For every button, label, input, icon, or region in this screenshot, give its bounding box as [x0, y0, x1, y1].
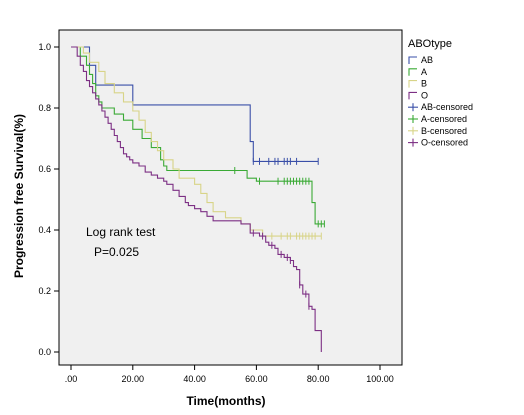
legend-entry: A-censored — [408, 114, 467, 124]
legend-entry: B-censored — [408, 126, 467, 136]
x-tick-label: 20.00 — [122, 374, 145, 384]
legend-label: B — [421, 79, 427, 89]
x-tick-label: 80.00 — [307, 374, 330, 384]
legend-swatch — [408, 68, 417, 76]
y-tick-label: 0.4 — [38, 225, 51, 235]
legend-title: ABOtype — [408, 38, 452, 50]
y-tick-label: 1.0 — [38, 42, 51, 52]
legend-swatch — [408, 80, 417, 88]
y-tick-label: 0.2 — [38, 286, 51, 296]
y-tick-label: 0.8 — [38, 103, 51, 113]
legend-label: A — [421, 67, 427, 77]
x-tick-label: 40.00 — [183, 374, 206, 384]
x-tick-label: 100.00 — [366, 374, 394, 384]
legend-entry: AB — [408, 55, 433, 65]
y-tick-label: 0.6 — [38, 164, 51, 174]
legend-label: O — [421, 90, 428, 100]
legend-entry: A — [408, 67, 427, 77]
series-line-a — [71, 46, 325, 225]
annotation-line-1: Log rank test — [86, 225, 156, 239]
legend-label: O-censored — [421, 138, 468, 148]
series-line-b — [71, 46, 322, 237]
x-tick-label: 60.00 — [245, 374, 268, 384]
legend-entry: O-censored — [408, 138, 468, 148]
legend-label: AB — [421, 55, 433, 65]
legend-label: AB-censored — [421, 102, 473, 112]
annotation-line-2: P=0.025 — [94, 245, 139, 259]
y-tick-label: 0.0 — [38, 347, 51, 357]
legend-entry: AB-censored — [408, 102, 473, 112]
legend-swatch — [408, 91, 417, 100]
plot-area — [58, 29, 403, 366]
legend-label: A-censored — [421, 114, 467, 124]
legend-entry: O — [408, 90, 428, 100]
x-tick-label: .00 — [65, 374, 78, 384]
legend-entry: B — [408, 79, 427, 89]
y-axis-title: Progression free Survival(%) — [12, 114, 26, 278]
legend-swatch — [408, 56, 417, 64]
x-axis-title: Time(months) — [186, 394, 265, 408]
legend-label: B-censored — [421, 126, 467, 136]
